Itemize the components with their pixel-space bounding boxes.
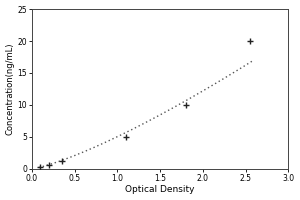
X-axis label: Optical Density: Optical Density	[125, 185, 195, 194]
Y-axis label: Concentration(ng/mL): Concentration(ng/mL)	[6, 43, 15, 135]
